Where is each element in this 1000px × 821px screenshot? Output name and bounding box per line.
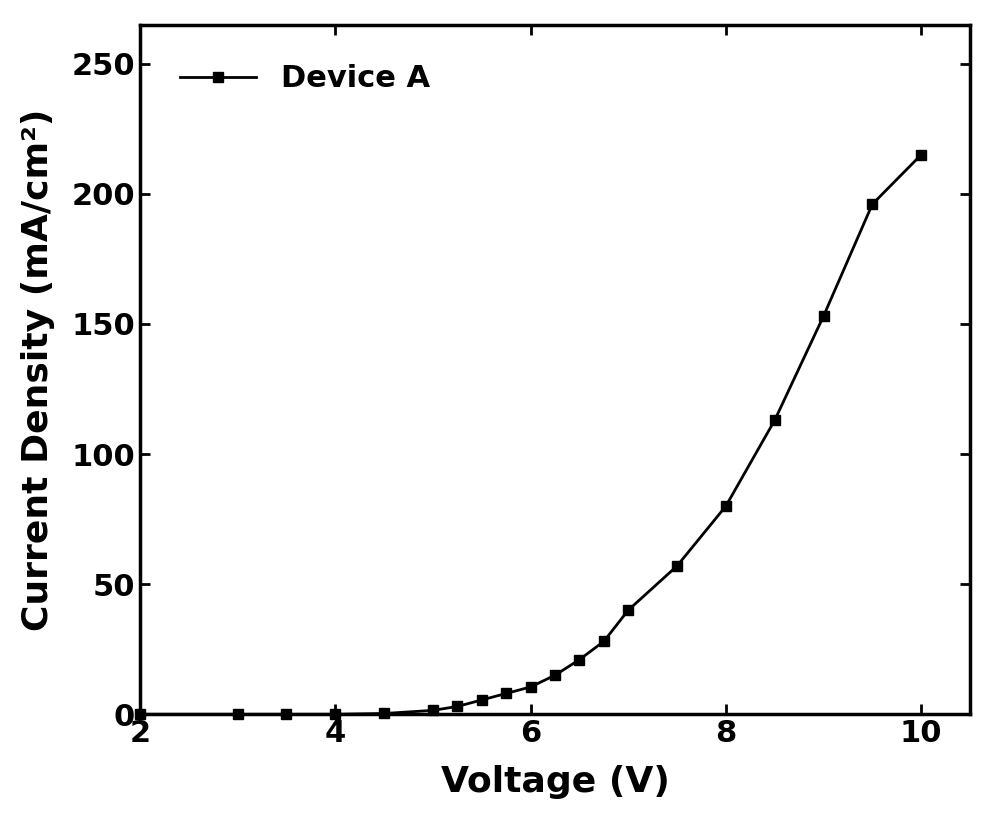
- Y-axis label: Current Density (mA/cm²): Current Density (mA/cm²): [21, 108, 55, 631]
- Device A: [232, 709, 244, 719]
- Device A: [866, 200, 878, 209]
- Device A: [915, 149, 927, 159]
- Device A: [818, 311, 830, 321]
- Device A: [378, 709, 390, 718]
- Device A: [598, 636, 610, 646]
- Device A: [720, 501, 732, 511]
- Legend: Device A: Device A: [155, 40, 454, 117]
- Device A: [573, 654, 585, 664]
- Device A: [525, 682, 537, 692]
- Line: Device A: Device A: [135, 150, 926, 719]
- Device A: [500, 689, 512, 699]
- Device A: [671, 561, 683, 571]
- Device A: [476, 695, 488, 705]
- Device A: [329, 709, 341, 719]
- Device A: [622, 605, 634, 615]
- Device A: [549, 670, 561, 680]
- Device A: [769, 415, 781, 425]
- X-axis label: Voltage (V): Voltage (V): [441, 765, 669, 799]
- Device A: [451, 701, 463, 711]
- Device A: [280, 709, 292, 719]
- Device A: [134, 709, 146, 719]
- Device A: [427, 705, 439, 715]
